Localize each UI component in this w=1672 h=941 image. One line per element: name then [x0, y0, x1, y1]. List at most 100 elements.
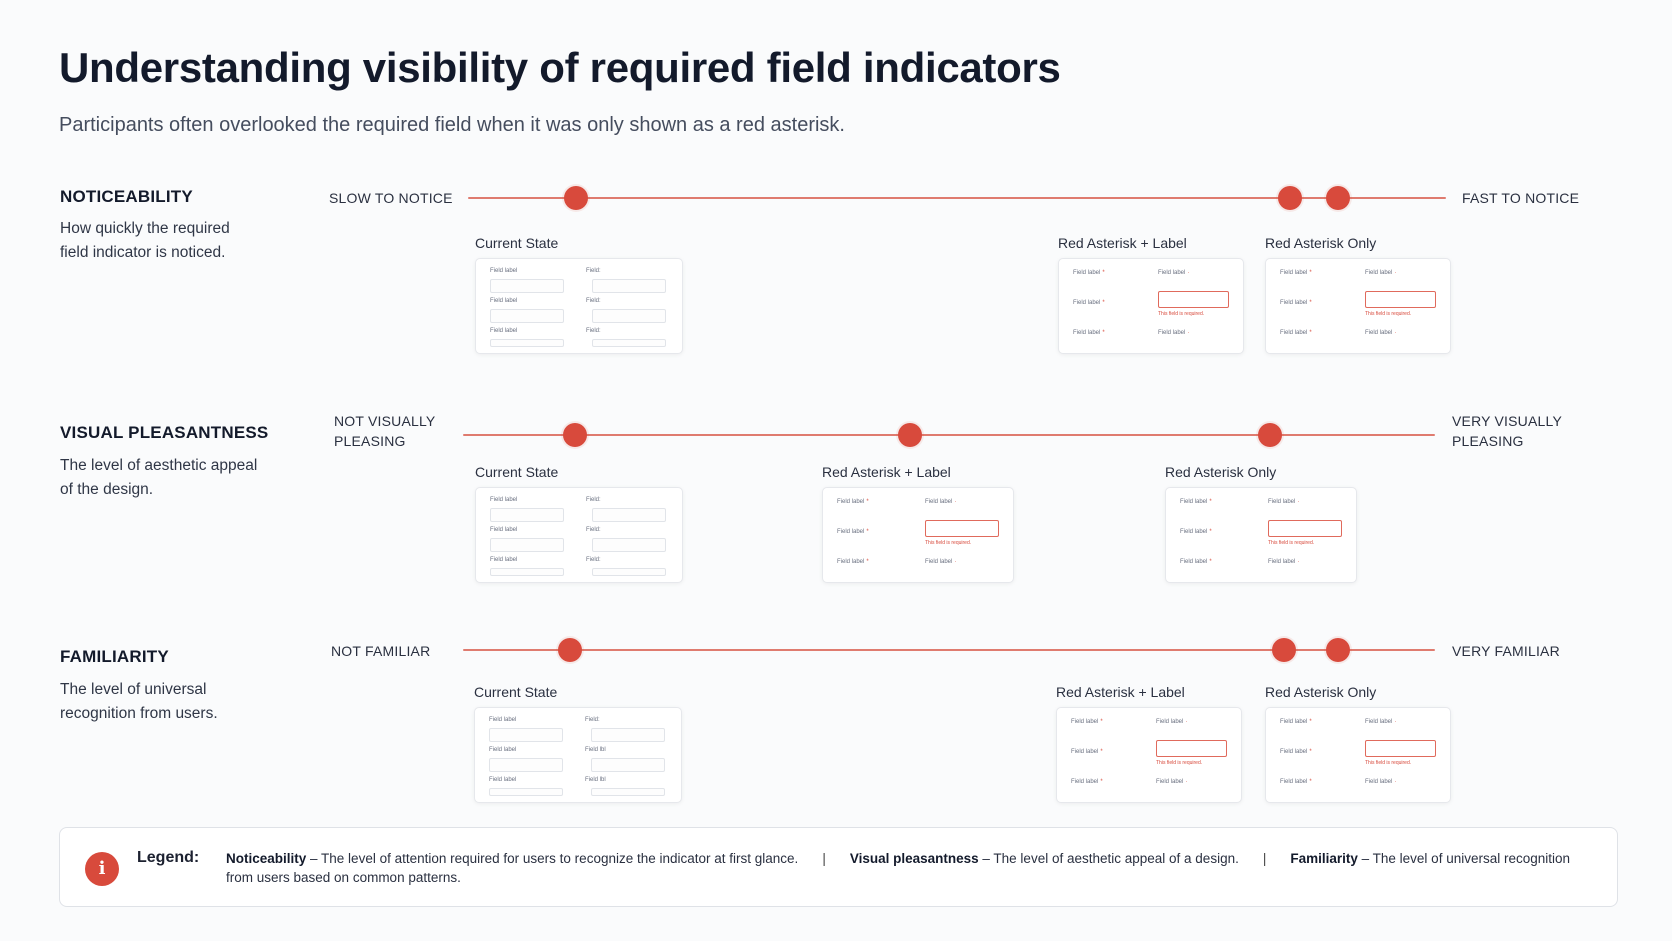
mockup-form-card: Field label Field: Field label Field: Field …: [475, 487, 683, 583]
mockup-field-row: Field label * This field is required.: [1166, 520, 1356, 556]
legend-box: i Legend: Noticeability – The level of a…: [59, 827, 1618, 907]
legend-item-familiarity: Familiarity – The level of universal rec…: [226, 851, 1570, 885]
mockup-field-label-text: Field label: [925, 499, 953, 505]
mockup-input-box: [592, 568, 666, 576]
scale-marker-current: [557, 638, 582, 662]
mockup-field-label: Field label *: [1071, 749, 1103, 755]
mockup-field-label-text: Field label: [1071, 719, 1099, 725]
mockup-field-label-text: Field label: [490, 527, 518, 533]
mockup-field-label: Field label ·: [1365, 330, 1396, 336]
mockup-input-box: [592, 339, 666, 347]
mockup-field-label-text: Field label: [1158, 330, 1186, 336]
mockup-field-row: Field label Field:: [476, 327, 682, 353]
mockup-field-label-text: Field label: [1180, 499, 1208, 505]
mockup-current: Current State Field label Field: Field labe…: [474, 684, 682, 803]
required-asterisk-icon: *: [1100, 719, 1103, 725]
required-asterisk-icon: *: [1309, 749, 1312, 755]
mockup-asterisk-only: Red Asterisk Only Field label * Field label…: [1265, 235, 1451, 354]
scale-track: [463, 434, 1435, 436]
legend-term: Noticeability: [226, 851, 307, 866]
section-title: FAMILIARITY: [60, 647, 169, 666]
mockup-field-row: Field label * Field label ·: [1059, 327, 1243, 353]
mockup-field-label: Field label ·: [925, 559, 956, 565]
mockup-field-label: Field label *: [1280, 719, 1312, 725]
mockup-field-label-text: Field label: [1280, 330, 1308, 336]
required-asterisk-icon: *: [1102, 270, 1105, 276]
mockup-field-label-text: Field label: [489, 777, 517, 783]
mockup-field-label: Field label *: [1280, 779, 1312, 785]
mockup-input-box: [490, 538, 564, 552]
mockup-field-label-text: Field lbl: [585, 777, 606, 783]
mockup-field-label: Field:: [586, 328, 601, 334]
mockup-field-label: Field label *: [1073, 270, 1105, 276]
mockup-form-card: Field label * Field label · Field label * This…: [1058, 258, 1244, 354]
mockup-field-label: Field label *: [1280, 270, 1312, 276]
mockup-input-box: [592, 538, 666, 552]
legend-item-visual-pleasantness: Visual pleasantness – The level of aesth…: [850, 851, 1239, 866]
scale-left-label: SLOW TO NOTICE: [329, 190, 453, 206]
info-icon: i: [85, 852, 119, 886]
mockup-field-label-text: Field:: [586, 298, 601, 304]
mockup-title: Red Asterisk + Label: [1056, 684, 1185, 700]
mockup-field-label-text: Field label: [1156, 779, 1184, 785]
mockup-form-card: Field label Field: Field label Field lbl Fie…: [474, 707, 682, 803]
mockup-field-label: Field label *: [1180, 559, 1212, 565]
mockup-field-label-text: Field label: [1280, 749, 1308, 755]
mockup-error-input-box: [1158, 291, 1229, 308]
required-dot-icon: ·: [1297, 559, 1300, 565]
page-title: Understanding visibility of required fie…: [59, 44, 1061, 91]
mockup-field-label-text: Field label: [1268, 559, 1296, 565]
legend-definition: – The level of attention required for us…: [306, 851, 799, 866]
mockup-error-input-box: [1156, 740, 1227, 757]
mockup-title: Red Asterisk Only: [1265, 684, 1377, 700]
mockup-input-box: [592, 279, 666, 293]
mockup-error-message: This field is required.: [1158, 311, 1205, 317]
required-asterisk-icon: *: [1100, 779, 1103, 785]
mockup-field-label: Field label: [489, 777, 516, 783]
required-asterisk-icon: *: [866, 529, 869, 535]
mockup-input-box: [489, 728, 563, 742]
mockup-field-label: Field label *: [1073, 300, 1105, 306]
mockup-field-label: Field label *: [837, 529, 869, 535]
mockup-current: Current State Field label Field: Field labe…: [475, 464, 683, 583]
mockup-field-row: Field label * Field label ·: [1166, 496, 1356, 526]
mockup-field-row: Field label * This field is required.: [1059, 291, 1243, 327]
mockup-field-label: Field label *: [837, 499, 869, 505]
mockup-field-label: Field label: [489, 717, 516, 723]
mockup-field-label: Field label ·: [1158, 330, 1189, 336]
mockup-input-box: [490, 339, 564, 347]
scale-track: [468, 197, 1446, 199]
mockup-field-label: Field label *: [1180, 499, 1212, 505]
mockup-field-label: Field label ·: [1156, 719, 1187, 725]
mockup-title: Red Asterisk + Label: [1058, 235, 1187, 251]
mockup-field-label: Field:: [586, 298, 601, 304]
mockup-input-box: [591, 788, 665, 796]
mockup-title: Current State: [474, 684, 558, 700]
required-dot-icon: ·: [1187, 330, 1190, 336]
mockup-input-box: [591, 758, 665, 772]
mockup-field-label: Field label: [490, 268, 517, 274]
mockup-field-label: Field label: [490, 298, 517, 304]
mockup-input-box: [591, 728, 665, 742]
required-dot-icon: ·: [1394, 330, 1397, 336]
scale-marker-current: [562, 423, 587, 447]
mockup-input-box: [592, 309, 666, 323]
mockup-field-label: Field lbl: [585, 747, 606, 753]
mockup-field-label-text: Field lbl: [585, 747, 606, 753]
mockup-field-label-text: Field label: [490, 268, 518, 274]
required-asterisk-icon: *: [866, 499, 869, 505]
mockup-field-label: Field label *: [837, 559, 869, 565]
mockup-field-row: Field label * Field label ·: [1059, 267, 1243, 297]
mockup-title: Red Asterisk Only: [1265, 235, 1377, 251]
mockup-input-box: [490, 309, 564, 323]
mockup-field-label-text: Field label: [1280, 270, 1308, 276]
mockup-form-card: Field label Field: Field label Field: Field …: [475, 258, 683, 354]
mockup-field-label: Field label *: [1180, 529, 1212, 535]
scale-marker-asterisk-label: [1277, 186, 1302, 210]
mockup-field-label-text: Field:: [586, 497, 601, 503]
mockup-field-label-text: Field label: [1280, 719, 1308, 725]
required-asterisk-icon: *: [866, 559, 869, 565]
mockup-field-label-text: Field label: [1365, 719, 1393, 725]
mockup-field-label-text: Field label: [490, 557, 518, 563]
mockup-field-label: Field label: [490, 527, 517, 533]
